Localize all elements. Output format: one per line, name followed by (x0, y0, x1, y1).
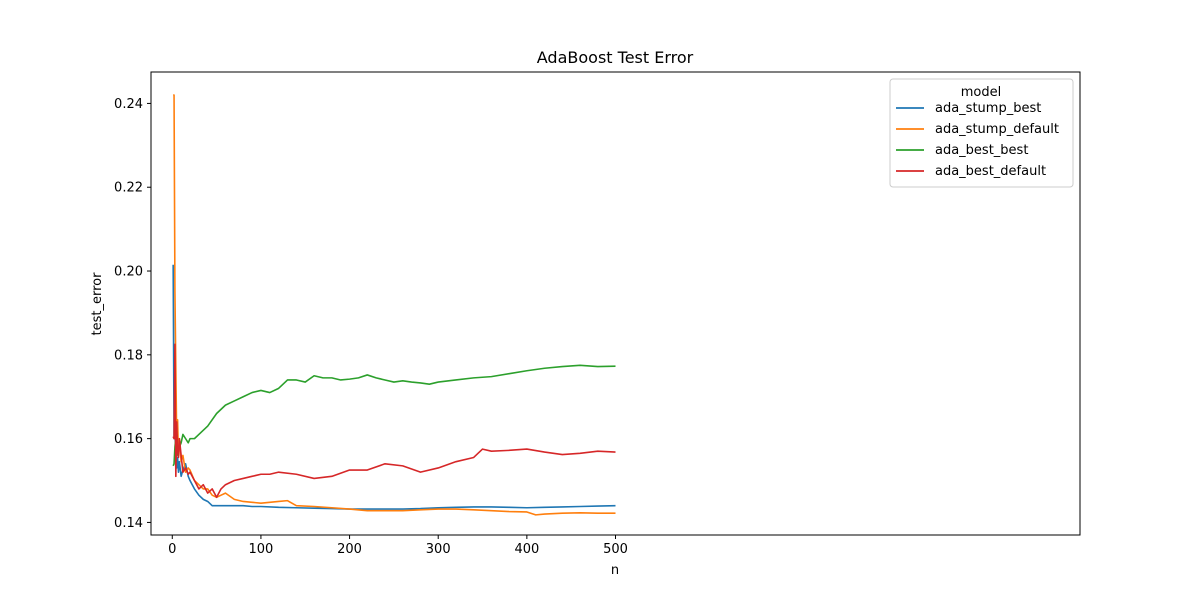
legend-label: ada_best_default (935, 164, 1046, 179)
series-line-ada-best-best (172, 364, 616, 467)
chart-title: AdaBoost Test Error (537, 48, 694, 67)
x-axis: 0 100 200 300 400 500 (168, 535, 628, 557)
x-tick-label: 100 (249, 542, 274, 557)
x-tick-label: 400 (514, 542, 539, 557)
series-line-ada-best-default (172, 343, 616, 499)
y-tick-label: 0.22 (114, 181, 143, 196)
y-tick-label: 0.16 (114, 432, 143, 447)
y-tick-label: 0.24 (114, 97, 143, 112)
plot-area (150, 71, 1081, 536)
y-tick-label: 0.18 (114, 348, 143, 363)
legend-title: model (961, 85, 1001, 100)
x-tick-label: 200 (337, 542, 362, 557)
legend-box (889, 78, 1074, 188)
x-tick-label: 500 (603, 542, 628, 557)
legend-label: ada_best_best (935, 143, 1028, 158)
y-tick-label: 0.14 (114, 516, 143, 531)
x-tick-label: 0 (168, 542, 176, 557)
legend-label: ada_stump_default (935, 122, 1059, 137)
legend: model ada_stump_best ada_stump_defaultada… (889, 78, 1074, 188)
y-axis: 0.14 0.16 0.18 0.20 0.22 0.24 (114, 97, 151, 531)
y-tick-label: 0.20 (114, 265, 143, 280)
x-axis-label: n (611, 563, 619, 578)
legend-label: ada_stump_best (935, 101, 1041, 116)
y-axis-label: test_error (90, 272, 105, 336)
x-tick-label: 300 (426, 542, 451, 557)
series-line-ada-stump-best (172, 264, 616, 510)
